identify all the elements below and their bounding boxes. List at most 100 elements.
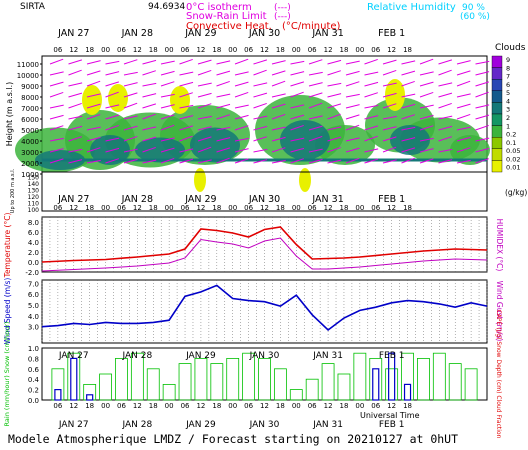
precip-day-label: JAN 28 — [122, 351, 153, 361]
wind-arrow — [438, 69, 452, 76]
hour-label: 00 — [165, 46, 174, 54]
day-label-bottom: FEB 1 — [378, 194, 405, 205]
wind-arrow — [160, 124, 175, 131]
wind-arrow — [271, 159, 286, 164]
cloud-contour-12 — [190, 127, 240, 163]
wind-arrow — [345, 157, 360, 164]
wind-arrow — [197, 92, 212, 98]
wind-arrow — [345, 104, 360, 109]
wind-arrow — [142, 103, 157, 109]
wind-arrow — [456, 113, 471, 120]
wind-arrow — [216, 157, 230, 164]
temperature-ylabel: Temperature (°C) — [3, 213, 12, 279]
wind-arrow — [105, 81, 120, 87]
site-label: SIRTA — [20, 2, 46, 12]
hour-label: 12 — [196, 46, 205, 54]
wind-arrow — [271, 103, 286, 109]
day-label: JAN 29 — [184, 28, 216, 39]
wind-arrow — [123, 115, 138, 120]
wind-arrow — [271, 60, 286, 65]
wind-arrow — [253, 125, 268, 131]
hour-label: 06 — [244, 46, 253, 54]
hour-label: 12 — [387, 46, 396, 54]
wind-arrow — [179, 71, 194, 76]
temperature-panel-ytick: 2.0 — [28, 249, 39, 257]
precip-ytick: 0.8 — [28, 355, 39, 363]
wind-arrow — [142, 59, 157, 65]
wind-arrow — [142, 146, 156, 153]
precip-ylabel: Rain (mm/hour) Snow (cm/hour) — [3, 322, 11, 427]
wind-arrow — [216, 103, 231, 109]
wind-arrow — [382, 69, 397, 76]
cloud-ytick-low: 140 — [28, 181, 40, 188]
hour-label: 06 — [308, 46, 317, 54]
cloud-yellow-4 — [194, 168, 206, 192]
cloud-fraction-bar — [162, 383, 176, 401]
wind-arrow — [271, 93, 286, 98]
colorbar-tick: 9 — [506, 56, 510, 64]
wind-arrow — [364, 115, 379, 120]
wind-arrow — [456, 126, 471, 131]
wind-arrow — [86, 147, 101, 153]
wind-arrow — [179, 135, 193, 142]
wind-arrow — [160, 70, 175, 76]
hour-label: 12 — [260, 46, 269, 54]
wind-arrow — [49, 137, 64, 142]
wind-arrow — [327, 136, 342, 142]
cloud-ytick: 6000 — [21, 116, 39, 124]
precip-hour-label: 06 — [308, 402, 317, 410]
colorbar-tick: 6 — [506, 81, 510, 89]
wind-arrow — [123, 59, 138, 65]
wind-arrow — [68, 136, 82, 142]
wind-arrow — [234, 58, 249, 65]
day-label-bottom: JAN 30 — [248, 194, 280, 205]
wind-arrow — [253, 136, 267, 142]
wind-arrow — [105, 71, 120, 76]
hour-label: 18 — [149, 46, 158, 54]
wind-arrow — [68, 59, 83, 65]
precip-hour-label: 06 — [181, 402, 190, 410]
wind-arrow — [160, 137, 175, 142]
cloud-ytick: 2000 — [21, 160, 39, 168]
wind-arrow — [327, 93, 342, 98]
wind-arrow — [234, 125, 249, 131]
hour-label-bottom: 06 — [244, 204, 253, 212]
cloud-ytick-low: 150 — [28, 175, 40, 182]
hour-label-bottom: 18 — [212, 204, 221, 212]
cloud-fraction-bar — [273, 368, 287, 401]
wind-arrow — [475, 81, 490, 87]
cloud-ylabel-low: Up to 200 m a.s.l. — [10, 168, 16, 213]
cloud-contour-5 — [315, 125, 375, 165]
wind-arrow — [86, 159, 101, 164]
hour-label-bottom: 18 — [149, 204, 158, 212]
hour-label: 12 — [324, 46, 333, 54]
cloud-fraction-bar — [130, 352, 144, 401]
colorbar-title: Clouds — [495, 43, 526, 53]
cloud-yellow-2 — [170, 86, 190, 114]
precip-hour-label: 00 — [355, 402, 364, 410]
wind-arrow — [345, 147, 360, 153]
hour-label: 06 — [371, 46, 380, 54]
cloud-fraction-bar — [194, 357, 208, 401]
wind-arrow — [327, 126, 342, 131]
wind-arrow — [290, 91, 304, 98]
wind-arrow — [49, 91, 64, 98]
wind-arrow — [456, 103, 471, 109]
colorbar-swatch — [491, 160, 503, 173]
wind-arrow — [142, 136, 157, 142]
wind-arrow — [345, 114, 360, 120]
hour-label-bottom: 12 — [260, 204, 269, 212]
wind-arrow — [364, 104, 379, 109]
wind-arrow — [419, 58, 434, 65]
wind-arrow — [160, 81, 175, 87]
wind-arrow — [456, 80, 471, 87]
wind-arrow — [419, 158, 434, 164]
cloud-ytick-low: 100 — [28, 207, 40, 214]
hour-label-bottom: 18 — [85, 204, 94, 212]
rain-bar — [388, 352, 396, 401]
cloud-fraction-bar — [115, 357, 128, 401]
wind-panel-ytick: 6.0 — [28, 291, 39, 299]
wind-arrow — [419, 104, 434, 109]
wind-arrow — [197, 103, 212, 109]
wind-arrow — [216, 80, 230, 87]
